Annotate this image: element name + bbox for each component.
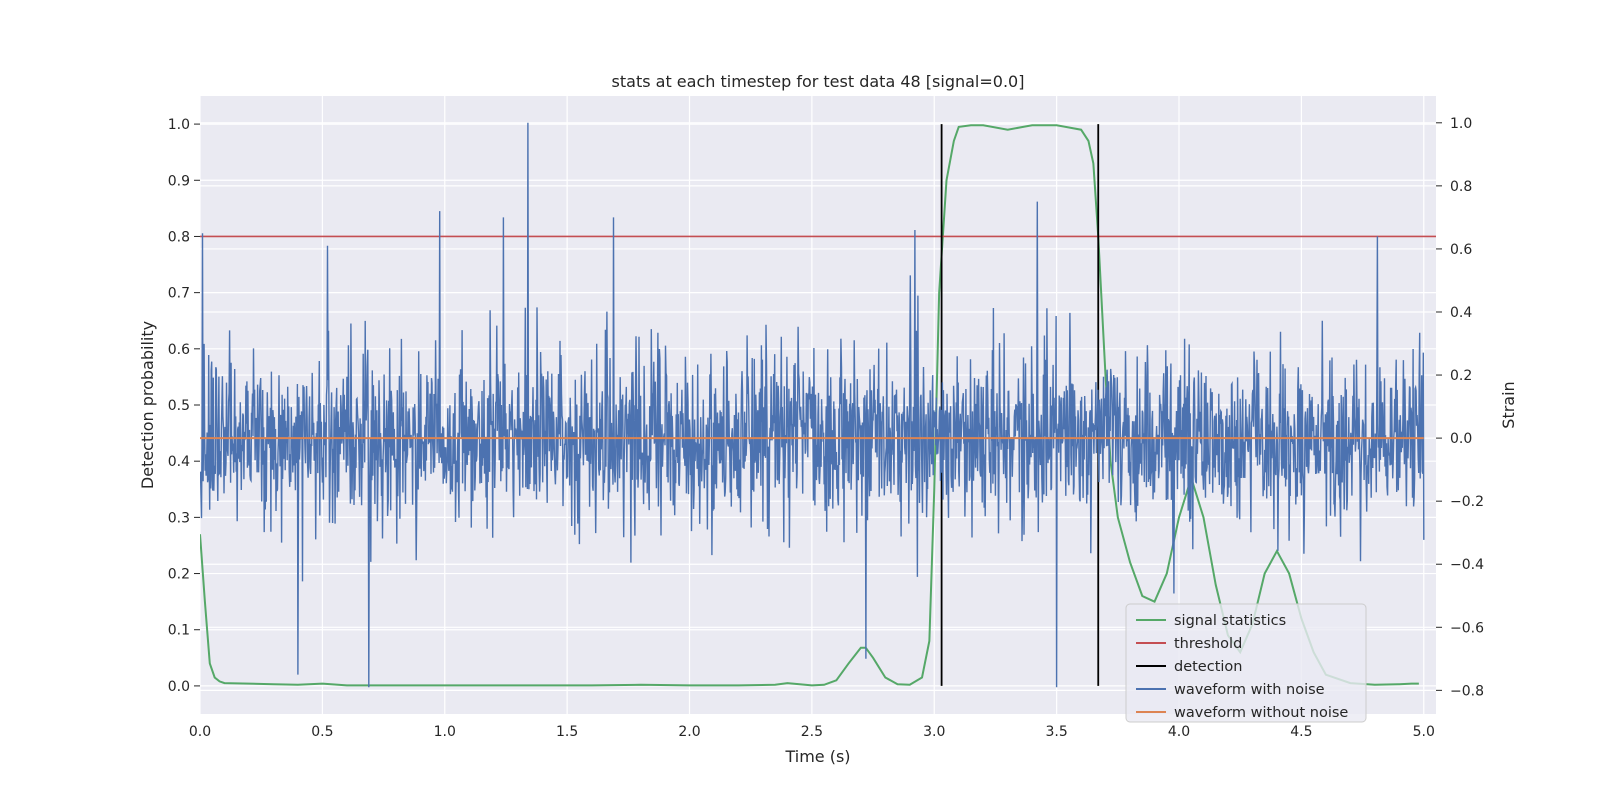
x-tick-label: 3.5 — [1046, 724, 1068, 740]
x-tick-label: 0.0 — [189, 724, 211, 740]
y2-tick-label: 0.4 — [1450, 305, 1472, 321]
y2-tick-label: 0.2 — [1450, 368, 1472, 384]
x-tick-label: 1.5 — [556, 724, 578, 740]
y-axis-label: Detection probability — [138, 321, 157, 489]
legend-entry: waveform without noise — [1174, 705, 1348, 721]
y2-tick-label: −0.2 — [1450, 494, 1484, 510]
x-tick-label: 1.0 — [434, 724, 456, 740]
y-tick-label: 1.0 — [168, 117, 190, 133]
y2-tick-label: −0.4 — [1450, 557, 1484, 573]
legend-entry: threshold — [1174, 636, 1242, 652]
y2-tick-label: 0.6 — [1450, 242, 1472, 258]
y-tick-label: 0.5 — [168, 398, 190, 414]
x-tick-label: 2.0 — [678, 724, 700, 740]
y-tick-label: 0.7 — [168, 286, 190, 302]
chart-title: stats at each timestep for test data 48 … — [612, 72, 1025, 91]
legend-box — [1125, 603, 1367, 723]
y-tick-label: 0.4 — [168, 454, 190, 470]
x-tick-label: 3.0 — [923, 724, 945, 740]
y2-axis-label: Strain — [1499, 381, 1518, 428]
y-tick-label: 0.0 — [168, 679, 190, 695]
y-tick-label: 0.9 — [168, 173, 190, 189]
y2-tick-label: −0.8 — [1450, 683, 1484, 699]
legend-entry: waveform with noise — [1174, 682, 1325, 698]
y-tick-label: 0.6 — [168, 342, 190, 358]
x-tick-label: 2.5 — [801, 724, 823, 740]
y-tick-label: 0.8 — [168, 229, 190, 245]
x-tick-label: 5.0 — [1413, 724, 1435, 740]
legend: signal statistics threshold detection wavef… — [1125, 603, 1367, 723]
x-axis: 0.0 0.5 1.0 1.5 2.0 2.5 3.0 3.5 4.0 4.5 5.0 — [189, 724, 1435, 740]
y2-tick-label: 1.0 — [1450, 116, 1472, 132]
x-tick-label: 0.5 — [311, 724, 333, 740]
right-axis: −0.8 −0.6 −0.4 −0.2 0.0 0.2 0.4 0.6 0.8 1.0 — [1436, 116, 1484, 699]
y2-tick-label: 0.8 — [1450, 179, 1472, 195]
left-axis: 0.0 0.1 0.2 0.3 0.4 0.5 0.6 0.7 0.8 0.9 1.0 — [168, 117, 200, 695]
series-waveform-with-noise — [200, 122, 1425, 688]
y2-tick-label: −0.6 — [1450, 620, 1484, 636]
y-tick-label: 0.3 — [168, 510, 190, 526]
y2-tick-label: 0.0 — [1450, 431, 1472, 447]
x-axis-label: Time (s) — [784, 747, 850, 766]
legend-entry: signal statistics — [1174, 613, 1286, 629]
x-tick-label: 4.5 — [1290, 724, 1312, 740]
y-tick-label: 0.2 — [168, 567, 190, 583]
legend-entry: detection — [1174, 659, 1242, 675]
series-layer — [200, 122, 1436, 688]
x-tick-label: 4.0 — [1168, 724, 1190, 740]
y-tick-label: 0.1 — [168, 623, 190, 639]
